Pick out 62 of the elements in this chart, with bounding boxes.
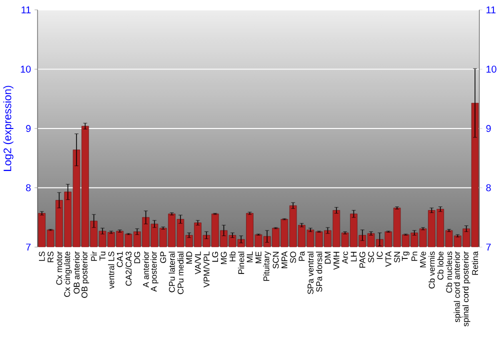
y2-tick-label: 9	[486, 125, 491, 132]
x-tick-label: Hb	[229, 252, 236, 262]
x-tick-label: DM	[324, 252, 331, 264]
x-tick-label: CA1	[116, 252, 123, 268]
x-tick-label: MD	[186, 252, 192, 264]
x-tick-label: IC	[376, 252, 383, 259]
x-tick-label: Cx motor	[56, 251, 62, 285]
x-tick-label: SO	[290, 252, 296, 263]
x-tick-label: Cb nucleus	[446, 252, 452, 293]
x-tick-label: PAG	[359, 252, 366, 268]
x-tick-label: CPu medial	[177, 252, 184, 294]
x-tick-label: LH	[350, 252, 357, 262]
x-tick-label: Tg	[402, 252, 410, 261]
x-tick-label: CA2/CA3	[125, 252, 132, 286]
y-axis-title: Log2 (expression)	[3, 86, 14, 171]
x-tick-label: LG	[212, 252, 218, 262]
x-tick-label: SPa ventral	[307, 252, 314, 294]
x-tick-label: SC	[368, 252, 374, 263]
x-tick-label: Arc	[342, 251, 348, 264]
x-tick-label: MG	[220, 252, 227, 264]
x-tick-label: VMH	[334, 252, 340, 270]
x-tick-label: SN	[394, 252, 400, 263]
x-tick-label: GP	[160, 252, 166, 263]
x-tick-label: Tu	[100, 252, 106, 261]
x-tick-label: VA/VL	[194, 252, 201, 274]
x-tick-label: ML	[246, 252, 253, 262]
x-tick-label: Pir	[90, 251, 97, 261]
x-tick-label: MPA	[282, 251, 288, 268]
x-tick-label: SPa dorsal	[316, 252, 322, 292]
x-tick-label: RS	[48, 252, 54, 262]
x-tick-label: A posterior	[150, 251, 158, 292]
x-tick-label: Pn	[411, 252, 418, 261]
x-tick-label: Cx cingulate	[64, 252, 72, 297]
y2-tick-label: 7	[486, 244, 491, 251]
x-tick-label: LS	[38, 252, 45, 261]
y-tick-label: 10	[20, 66, 31, 73]
x-tick-label: Cb vermis	[428, 252, 435, 288]
x-tick-label: Pituitary	[263, 251, 271, 281]
x-tick-label: Retina	[472, 251, 478, 275]
x-tick-label: CPu lateral	[168, 252, 175, 292]
y-tick-label: 11	[22, 6, 31, 14]
x-tick-label: SCN	[272, 252, 279, 269]
y-tick-label: 7	[26, 244, 31, 251]
y2-tick-label: 10	[486, 66, 496, 73]
x-tick-label: Pa	[298, 251, 305, 261]
x-tick-label: ventral LS	[108, 252, 114, 289]
x-tick-label: Cb lobe	[437, 252, 444, 280]
y-tick-label: 8	[26, 184, 31, 192]
y2-tick-label: 8	[486, 184, 491, 192]
x-tick-label: DG	[134, 252, 140, 264]
y2-tick-label: 11	[486, 6, 496, 14]
x-tick-label: A anterior	[142, 251, 149, 288]
x-tick-label: VTA	[385, 251, 392, 267]
x-tick-label: OB posterior	[81, 251, 90, 298]
x-tick-label: ME	[256, 252, 262, 264]
x-tick-label: spinal cord anterior	[454, 251, 462, 322]
x-tick-label: Pineal	[238, 252, 244, 274]
x-tick-label: MVe	[420, 252, 426, 268]
x-tick-label: VPM/VPL	[203, 252, 210, 288]
y-tick-label: 9	[26, 125, 31, 132]
x-tick-label: OB anterior	[73, 251, 80, 294]
x-tick-label: spinal cord posterior	[462, 251, 470, 326]
